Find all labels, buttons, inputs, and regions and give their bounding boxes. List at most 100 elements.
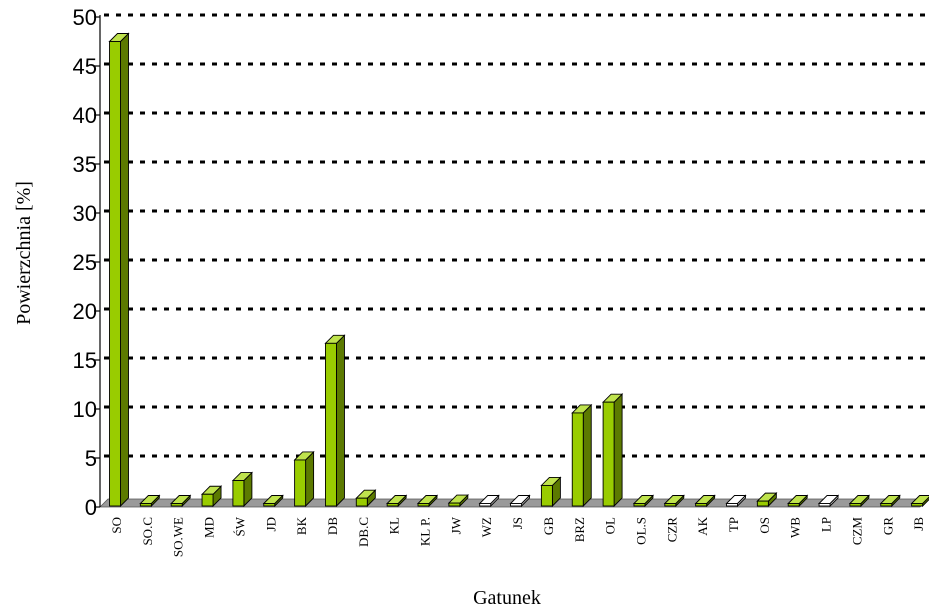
bar xyxy=(262,494,284,508)
x-tick-label: JD xyxy=(263,517,278,531)
bar-front xyxy=(386,503,399,507)
bar-front xyxy=(417,503,430,507)
bar-side xyxy=(305,450,315,508)
bar xyxy=(170,494,192,508)
bar-front xyxy=(325,342,337,507)
bar xyxy=(386,494,408,508)
bar xyxy=(756,492,778,508)
bars xyxy=(108,32,929,508)
bar-front xyxy=(232,480,245,507)
x-tick-labels: SO SO.C SO.WE MD ŚW JD BK DB DB.C KL KL P. JW WZ JS GB… xyxy=(109,516,926,557)
bar xyxy=(879,494,901,508)
bar xyxy=(571,403,593,508)
y-tick-label: 35 xyxy=(73,152,97,177)
x-tick-label: LP xyxy=(819,517,834,532)
x-tick-label: WZ xyxy=(479,517,494,537)
bar-front xyxy=(602,401,615,507)
bar xyxy=(231,471,253,508)
bar-front xyxy=(849,503,862,507)
bar xyxy=(108,32,130,508)
bar-front xyxy=(911,503,924,507)
bar-side xyxy=(613,393,623,508)
bar xyxy=(478,494,500,508)
x-tick-label: WB xyxy=(788,517,803,538)
bar-front xyxy=(787,503,800,507)
bar-front xyxy=(263,503,276,507)
bar xyxy=(416,494,439,508)
bar-front xyxy=(294,459,307,507)
bar xyxy=(447,493,469,508)
bar xyxy=(632,494,655,508)
bar xyxy=(725,494,747,508)
x-tick-label: DB.C xyxy=(356,517,371,547)
x-tick-label: OL xyxy=(603,517,618,534)
x-tick-label: ŚW xyxy=(232,516,247,536)
bar xyxy=(910,495,929,508)
y-tick-label: 40 xyxy=(73,103,97,128)
x-tick-label: KL P. xyxy=(418,517,433,546)
bar-front xyxy=(664,503,677,507)
bar-side xyxy=(120,32,129,508)
bar xyxy=(817,494,840,508)
bar-front xyxy=(571,412,584,507)
bar xyxy=(355,489,377,508)
gridlines xyxy=(104,13,926,458)
bar-front xyxy=(201,493,214,507)
y-tick-label: 10 xyxy=(73,397,97,422)
x-tick-label: OS xyxy=(757,517,772,534)
y-tick-label: 30 xyxy=(73,201,97,226)
y-tick-label: 50 xyxy=(73,5,97,30)
bar xyxy=(293,450,315,508)
x-axis-title: Gatunek xyxy=(473,587,541,609)
x-tick-label: SO xyxy=(109,517,124,534)
bar-front xyxy=(448,502,461,507)
bar xyxy=(848,494,870,508)
x-tick-label: JS xyxy=(510,517,525,529)
bar-front xyxy=(695,503,708,507)
x-tick-label: TP xyxy=(726,517,741,532)
bar-front xyxy=(726,503,738,507)
x-tick-label: AK xyxy=(695,516,710,535)
x-tick-label: SO.WE xyxy=(171,517,186,557)
x-tick-label: BK xyxy=(294,516,309,535)
bar-front xyxy=(510,503,522,507)
bar xyxy=(540,476,562,508)
bar xyxy=(200,485,223,508)
x-tick-label: OL.S xyxy=(633,517,648,545)
bar-front xyxy=(139,503,152,507)
bar-front xyxy=(170,503,183,507)
bar xyxy=(663,494,685,508)
x-tick-label: GR xyxy=(880,517,895,535)
y-axis-title: Powierzchnia [%] xyxy=(13,181,35,325)
y-axis: 0 5 10 15 20 25 30 35 40 45 50 xyxy=(73,5,101,520)
bar-front xyxy=(540,484,553,507)
y-tick-label: 20 xyxy=(73,299,97,324)
bar-front xyxy=(633,503,646,507)
x-tick-label: JW xyxy=(448,516,463,534)
y-tick-label: 15 xyxy=(73,348,97,373)
bar-front xyxy=(109,41,121,507)
x-tick-label: JB xyxy=(911,517,926,531)
x-tick-label: SO.C xyxy=(140,517,155,546)
bar xyxy=(324,334,346,508)
bar-front xyxy=(818,503,831,507)
bar xyxy=(139,494,161,508)
x-tick-label: MD xyxy=(202,517,217,538)
bar xyxy=(787,494,809,508)
y-tick-label: 25 xyxy=(73,250,97,275)
x-tick-label: DB xyxy=(325,517,340,535)
bar-front xyxy=(479,503,492,507)
bar-front xyxy=(880,503,893,507)
x-tick-label: BRZ xyxy=(572,517,587,542)
y-tick-label: 45 xyxy=(73,54,97,79)
x-tick-label: CZR xyxy=(664,517,679,543)
bar xyxy=(694,494,716,508)
bar-front xyxy=(756,500,769,507)
bar-front xyxy=(355,497,368,507)
x-tick-label: KL xyxy=(387,517,402,534)
y-tick-label: 0 xyxy=(85,495,97,520)
y-tick-label: 5 xyxy=(85,446,97,471)
x-tick-label: GB xyxy=(541,517,556,535)
bar-side xyxy=(336,334,345,508)
